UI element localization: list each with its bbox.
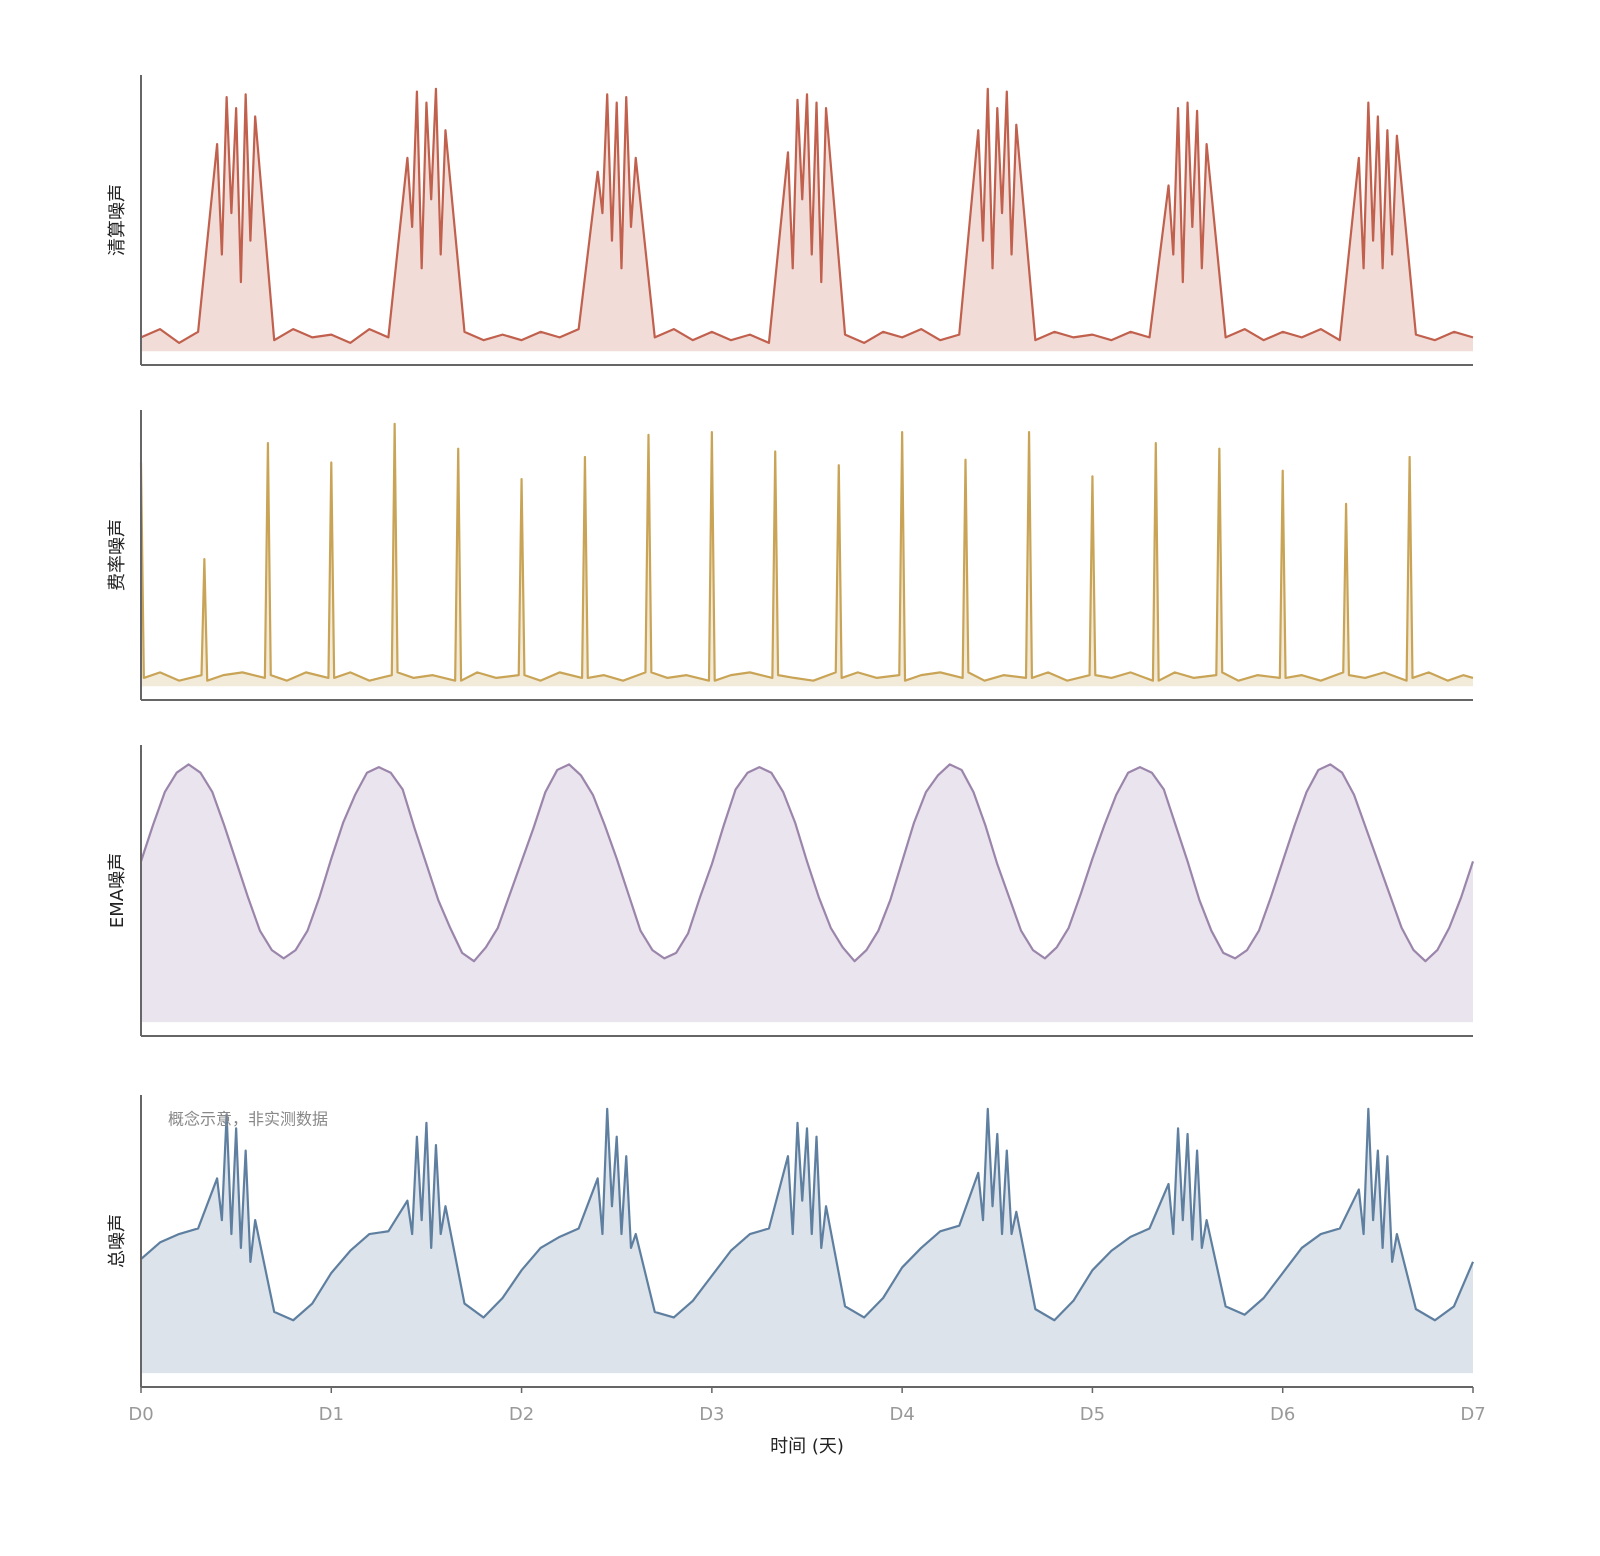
series-line <box>139 763 1475 963</box>
y-axis-label: EMA噪声 <box>107 853 128 928</box>
series-line <box>139 422 1474 682</box>
x-tick-label: D6 <box>1270 1404 1295 1425</box>
x-tick-label: D1 <box>319 1404 344 1425</box>
y-axis-label: 费率噪声 <box>107 519 128 591</box>
x-tick-label: D2 <box>509 1404 534 1425</box>
x-tick-label: D5 <box>1080 1404 1105 1425</box>
series-line <box>140 87 1474 344</box>
x-tick-label: D3 <box>699 1404 724 1425</box>
x-axis-label: 时间 (天) <box>770 1436 844 1457</box>
area-fill <box>141 764 1473 1023</box>
y-axis-label: 清算噪声 <box>107 184 128 256</box>
series-line <box>140 1107 1475 1322</box>
x-tick-label: D0 <box>128 1404 153 1425</box>
area-fill <box>141 423 1473 687</box>
annotation: 概念示意，非实测数据 <box>168 1110 328 1129</box>
x-tick-label: D4 <box>889 1404 914 1425</box>
area-fill <box>141 88 1473 352</box>
y-axis-label: 总噪声 <box>107 1214 128 1268</box>
x-tick-label: D7 <box>1460 1404 1485 1425</box>
area-fill <box>141 1108 1473 1374</box>
